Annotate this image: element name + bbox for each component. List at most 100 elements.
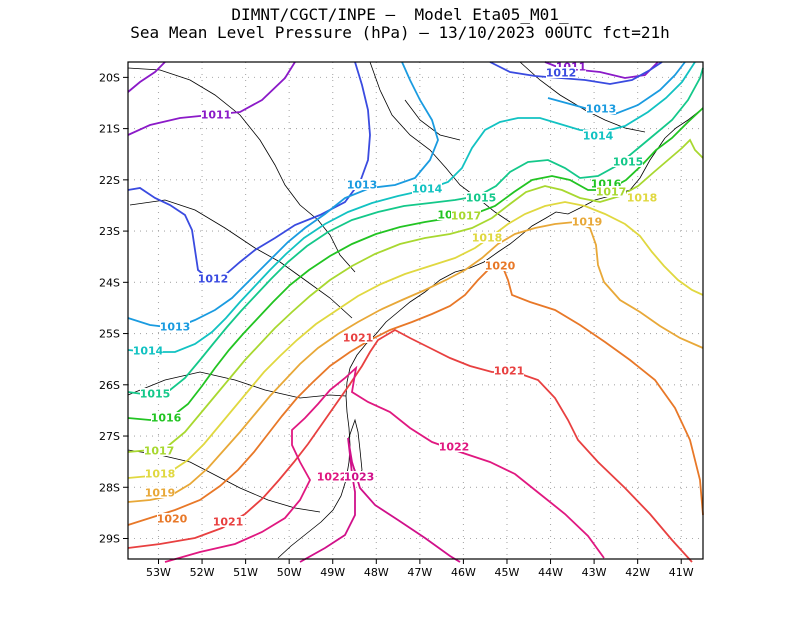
isobar-label: 1016: [151, 412, 182, 425]
isobar-label: 1022: [439, 441, 470, 454]
isobar-1016: [127, 107, 704, 421]
isobar-label-bg: [556, 61, 586, 72]
isobar-1013: [127, 61, 439, 329]
isobar-label-bg: [144, 445, 174, 456]
isobar-1012: [127, 61, 371, 282]
x-tick-label: 48W: [364, 566, 389, 579]
x-tick-label: 51W: [233, 566, 258, 579]
isobar-label: 1020: [485, 260, 516, 273]
isobar-label-bg: [494, 365, 524, 376]
isobar-label-bg: [586, 103, 616, 114]
isobar-label-bg: [317, 471, 347, 482]
isobar-label: 1012: [546, 67, 577, 80]
isobar-label: 1011: [201, 109, 232, 122]
isobar-label-bg: [140, 388, 170, 399]
isobar-label: 1018: [145, 468, 176, 481]
isobar-1012: [489, 61, 663, 85]
x-tick-label: 52W: [190, 566, 215, 579]
isobar-label-bg: [472, 232, 502, 243]
isobar-label: 1014: [133, 345, 164, 358]
isobar-label-bg: [572, 216, 602, 227]
state-border-4: [127, 449, 321, 513]
y-tick-label: 28S: [99, 481, 120, 494]
isobar-label: 1023: [344, 471, 375, 484]
x-tick-label: 45W: [495, 566, 520, 579]
isobar-1011: [127, 61, 166, 93]
title-line-1: DIMNT/CGCT/INPE – Model Eta05_M01_: [231, 5, 569, 24]
y-tick-label: 29S: [99, 533, 120, 546]
isobar-label: 1018: [472, 232, 503, 245]
isobar-label-bg: [583, 130, 613, 141]
isobar-1019: [127, 221, 704, 503]
isobar-label-bg: [439, 441, 469, 452]
isobar-label-bg: [198, 273, 228, 284]
state-border-1: [127, 67, 356, 273]
x-tick-label: 46W: [451, 566, 476, 579]
axis-ticks: 53W 52W 51W 50W 49W 48W 47W 46W 45W 44W 43W 42W 41W 2…: [99, 71, 694, 579]
isobar-label: 1020: [157, 513, 188, 526]
isobar-label-bg: [596, 186, 626, 197]
isobar-label: 1013: [347, 179, 378, 192]
x-tick-label: 50W: [277, 566, 302, 579]
isobar-label: 1019: [572, 216, 603, 229]
y-tick-label: 26S: [99, 379, 120, 392]
isobar-label: 1014: [412, 183, 443, 196]
isobar-1017: [127, 138, 704, 453]
y-tick-label: 20S: [99, 71, 120, 84]
state-border-2: [129, 199, 353, 319]
y-tick-label: 23S: [99, 225, 120, 238]
isobar-label: 10: [437, 209, 453, 222]
isobar-label-bg: [343, 332, 373, 343]
isobar-label: 1019: [145, 487, 176, 500]
isobar-1013: [547, 61, 686, 115]
isobar-label: 1013: [160, 321, 191, 334]
isobar-label: 1017: [144, 445, 175, 458]
isobar-labels: 1011101110121012101310131013101410141014…: [133, 61, 658, 529]
x-tick-label: 44W: [538, 566, 563, 579]
isobar-label-bg: [627, 192, 657, 203]
x-tick-label: 47W: [407, 566, 432, 579]
isobar-1022: [164, 365, 605, 563]
isobar-label: 1021: [213, 516, 244, 529]
state-border-7: [404, 99, 461, 141]
isobar-label-bg: [591, 178, 621, 189]
isobar-label-bg: [485, 260, 515, 271]
isobar-label: 1012: [198, 273, 229, 286]
y-tick-label: 22S: [99, 174, 120, 187]
x-tick-label: 49W: [320, 566, 345, 579]
isobar-label: 1018: [627, 192, 658, 205]
isobar-label: 1017: [596, 186, 627, 199]
map-frame: [127, 61, 704, 560]
chart-title: DIMNT/CGCT/INPE – Model Eta05_M01_ Sea M…: [0, 6, 800, 42]
x-tick-label: 42W: [625, 566, 650, 579]
y-tick-label: 25S: [99, 328, 120, 341]
isobars: [127, 61, 704, 563]
isobar-label: 1013: [586, 103, 617, 116]
isobar-label-bg: [344, 471, 374, 482]
isobar-label: 1021: [494, 365, 525, 378]
isobar-label-bg: [347, 179, 377, 190]
y-tick-label: 24S: [99, 276, 120, 289]
x-tick-label: 41W: [669, 566, 694, 579]
isobar-label-bg: [451, 210, 481, 221]
isobar-1023: [299, 437, 461, 563]
isobar-label-bg: [613, 156, 643, 167]
isobar-label-bg: [546, 67, 576, 78]
isobar-label-bg: [157, 513, 187, 524]
isobar-1015: [127, 67, 704, 396]
isobar-label-bg: [201, 109, 231, 120]
isobar-label-bg: [151, 412, 181, 423]
isobar-label: 1021: [343, 332, 374, 345]
isobar-label-bg: [145, 468, 175, 479]
x-tick-label: 43W: [582, 566, 607, 579]
isobar-1018: [127, 201, 704, 479]
isobar-label-bg: [160, 321, 190, 332]
isobar-label: 1017: [451, 210, 482, 223]
isobar-label: 1015: [140, 388, 171, 401]
isobar-label: 1015: [613, 156, 644, 169]
isobar-label-bg: [466, 192, 496, 203]
isobar-label-bg: [133, 345, 163, 356]
y-tick-label: 21S: [99, 123, 120, 136]
isobar-label-bg: [145, 487, 175, 498]
